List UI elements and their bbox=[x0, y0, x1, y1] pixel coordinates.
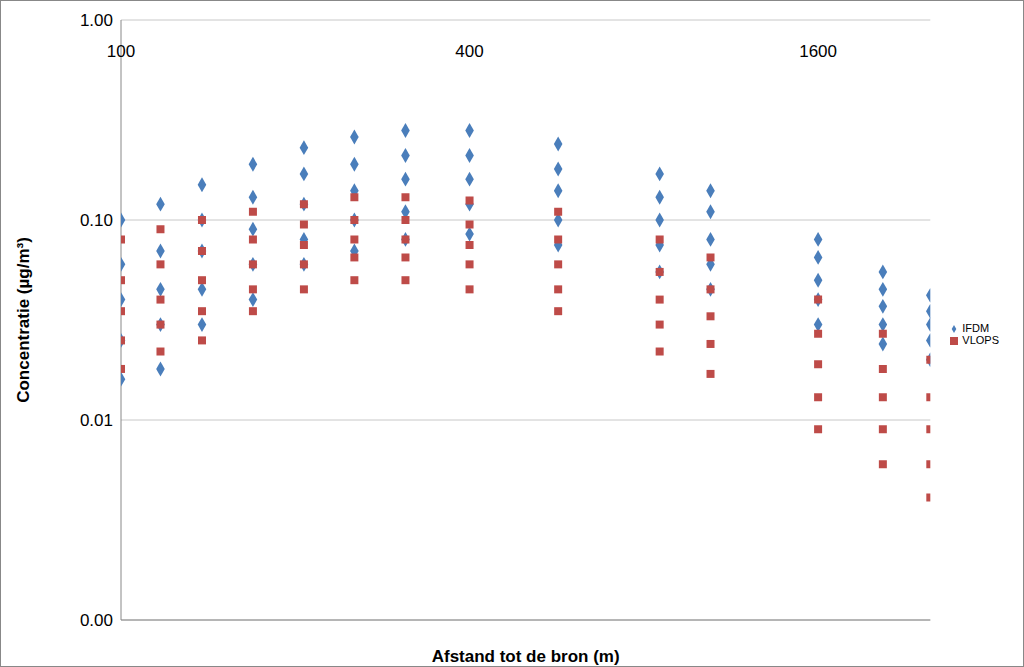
svg-text:0.01: 0.01 bbox=[80, 411, 113, 430]
svg-text:1.00: 1.00 bbox=[80, 11, 113, 30]
svg-text:0.00: 0.00 bbox=[80, 611, 113, 630]
svg-text:0.10: 0.10 bbox=[80, 211, 113, 230]
svg-text:Afstand tot de bron (m): Afstand tot de bron (m) bbox=[432, 647, 620, 666]
svg-text:1600: 1600 bbox=[799, 42, 837, 61]
svg-text:Concentratie (µg/m³): Concentratie (µg/m³) bbox=[14, 237, 33, 403]
svg-text:100: 100 bbox=[107, 42, 135, 61]
html-text:IFDM: IFDM bbox=[962, 321, 990, 334]
html-text:VLOPS: VLOPS bbox=[962, 333, 999, 346]
svg-text:400: 400 bbox=[455, 42, 483, 61]
